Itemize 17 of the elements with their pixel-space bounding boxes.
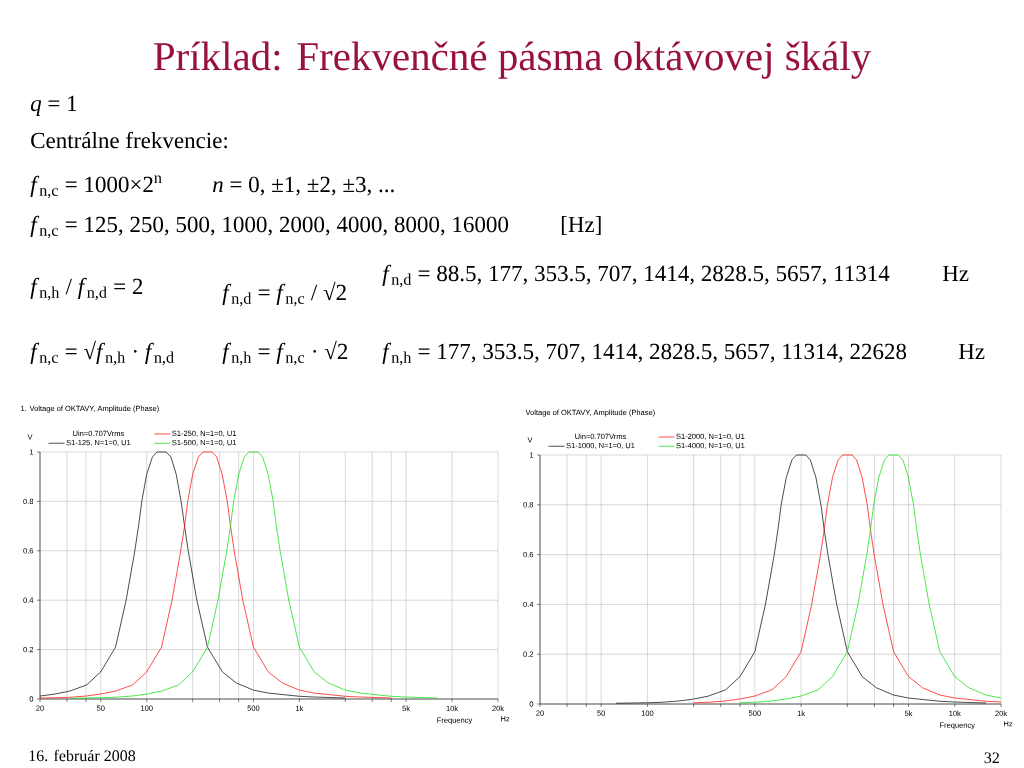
text: Príklad: Frekvenčné pásma oktávovej škály: [153, 41, 872, 79]
text: q = 1: [30, 95, 77, 116]
text: f$_{n,d}$ = f$_{n,c}$ / √2: [222, 281, 346, 307]
text: 32: [984, 752, 999, 764]
text: f$_{n,c}$ = √f$_{n,h}$ · f$_{n,d}$: [30, 340, 174, 366]
text: f$_{n,d}$ = 88.5, 177, 353.5, 707, 1414, 2828.5, 5657, 11314: [382, 264, 890, 288]
text: f$_{n,h}$ = f$_{n,c}$ · √2: [222, 340, 348, 366]
text: Centrálne frekvencie:: [31, 131, 227, 149]
text: f$_{n,c}$ = 1000×2$^{n}$: [30, 175, 162, 199]
text: Hz: [942, 265, 969, 281]
text: f$_{n,h}$ = 177, 353.5, 707, 1414, 2828.5, 5657, 11314, 22628: [382, 342, 907, 366]
text: [Hz]: [561, 216, 601, 236]
text: 16. február 2008: [29, 749, 136, 762]
text: Hz: [958, 343, 985, 359]
text: f$_{n,c}$ = 125, 250, 500, 1000, 2000, 4000, 8000, 16000: [30, 215, 509, 239]
text: n = 0, ±1, ±2, ±3, ...: [213, 176, 394, 196]
text: f$_{n,h}$ / f$_{n,d}$ = 2: [30, 277, 143, 301]
